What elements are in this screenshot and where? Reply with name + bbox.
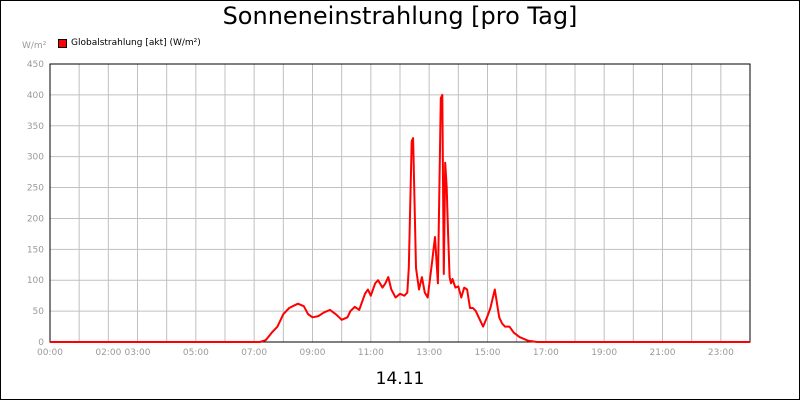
chart-title: Sonneneinstrahlung [pro Tag]: [222, 2, 578, 30]
y-tick-label: 150: [27, 245, 44, 255]
x-tick-label: 15:00: [475, 348, 501, 358]
y-tick-label: 450: [27, 60, 44, 70]
chart-legend: Globalstrahlung [akt] (W/m²): [58, 38, 201, 48]
x-tick-label: 02:00: [95, 348, 121, 358]
plot-border: [49, 63, 751, 343]
y-tick-label: 400: [27, 91, 44, 101]
legend-swatch: [58, 38, 67, 48]
x-tick-label: 19:00: [591, 348, 617, 358]
y-tick-label: 0: [38, 338, 44, 348]
x-tick-label: 09:00: [300, 348, 326, 358]
x-tick-label: 11:00: [358, 348, 384, 358]
y-tick-label: 200: [27, 214, 44, 224]
x-tick-label: 05:00: [183, 348, 209, 358]
date-label: 14.11: [375, 369, 425, 389]
legend-label: Globalstrahlung [akt] (W/m²): [71, 38, 201, 48]
x-tick-label: 00:00: [37, 348, 63, 358]
y-tick-label: 50: [33, 307, 45, 317]
x-tick-label: 13:00: [416, 348, 442, 358]
x-tick-label: 21:00: [650, 348, 676, 358]
x-tick-label: 07:00: [241, 348, 267, 358]
y-tick-label: 300: [27, 153, 44, 163]
y-tick-label: 100: [27, 276, 44, 286]
series-line-globalstrahlung: [50, 93, 750, 343]
x-tick-label: 23:00: [708, 348, 734, 358]
x-tick-label: 17:00: [533, 348, 559, 358]
y-tick-label: 250: [27, 184, 44, 194]
y-tick-label: 350: [27, 122, 44, 132]
y-axis-unit-label: W/m²: [22, 41, 47, 51]
x-tick-label: 03:00: [125, 348, 151, 358]
